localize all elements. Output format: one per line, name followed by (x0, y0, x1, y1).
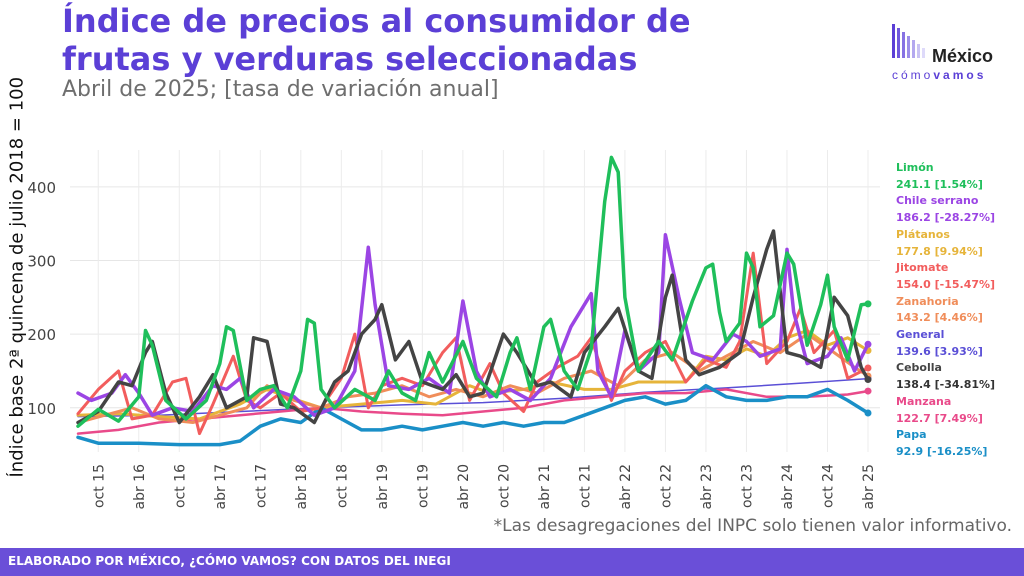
series-end-point (864, 364, 872, 372)
series-end-point (864, 376, 872, 384)
x-tick-label: oct 17 (253, 464, 269, 508)
logo-bars-icon (892, 24, 925, 58)
series-legend: Limón 241.1 [1.54%] Chile serrano 186.2 [-2… (896, 160, 1022, 461)
legend-series-name: Cebolla (896, 361, 942, 375)
y-tick-label: 200 (27, 326, 56, 344)
legend-series-value: 92.9 [-16.25%] (896, 444, 988, 458)
legend-series-value: 139.6 [3.93%] (896, 344, 983, 358)
x-tick-label: oct 22 (658, 464, 674, 508)
legend-series-value: 138.4 [-34.81%] (896, 378, 996, 392)
footer-bar: ELABORADO POR MÉXICO, ¿CÓMO VAMOS? CON D… (0, 548, 1024, 576)
series-line-papa (76, 383, 870, 447)
legend-series-value: 186.2 [-28.27%] (896, 211, 996, 225)
legend-series-name: Jitomate (896, 261, 949, 275)
series-line-zanahoria (76, 332, 870, 424)
legend-series-name: Chile serrano (896, 194, 979, 208)
logo-sub-bold: vamos (933, 68, 987, 82)
logo-sub: cómovamos (892, 68, 986, 82)
legend-series-value: 143.2 [4.46%] (896, 311, 983, 325)
x-tick-label: abr 25 (861, 464, 877, 510)
x-tick-label: oct 16 (172, 464, 188, 508)
series-end-point (864, 387, 872, 395)
legend-series-name: Papa (896, 428, 927, 442)
y-tick-label: 100 (27, 400, 56, 418)
logo-sub-light: cómo (892, 68, 934, 82)
series-line-limón (76, 155, 870, 428)
legend-series-value: 154.0 [-15.47%] (896, 277, 996, 291)
x-tick-label: oct 24 (820, 464, 836, 508)
chart-title: Índice de precios al consumidor de fruta… (62, 2, 691, 78)
x-tick-label: abr 16 (132, 464, 148, 510)
x-tick-label: oct 21 (577, 464, 593, 508)
x-tick-label: oct 19 (415, 464, 431, 508)
mexico-como-vamos-logo: México cómovamos (892, 20, 1012, 82)
x-tick-label: abr 19 (375, 464, 391, 510)
logo-name: México (932, 46, 994, 66)
x-tick-label: abr 22 (618, 464, 634, 510)
x-tick-label: abr 21 (537, 464, 553, 510)
series-end-point (864, 300, 872, 308)
series-end-point (864, 409, 872, 417)
footer-credit: ELABORADO POR MÉXICO, ¿CÓMO VAMOS? CON D… (8, 554, 451, 568)
y-tick-label: 300 (27, 252, 56, 270)
x-tick-label: abr 17 (213, 464, 229, 510)
legend-series-name: General (896, 328, 945, 342)
legend-series-value: 241.1 [1.54%] (896, 177, 983, 191)
series-line-jitomate (76, 251, 870, 436)
y-tick-label: 400 (27, 179, 56, 197)
x-tick-label: oct 23 (739, 464, 755, 508)
series-line-cebolla (76, 229, 870, 425)
series-end-point (864, 340, 872, 348)
x-tick-label: abr 18 (294, 464, 310, 510)
x-tick-label: oct 15 (91, 464, 107, 508)
legend-series-name: Limón (896, 161, 934, 174)
legend-series-name: Plátanos (896, 227, 950, 241)
footnote: *Las desagregaciones del INPC solo tiene… (493, 516, 1012, 536)
legend-series-value: 122.7 [7.49%] (896, 411, 983, 425)
x-tick-label: oct 18 (334, 464, 350, 508)
x-tick-label: oct 20 (496, 464, 512, 508)
x-tick-label: abr 23 (699, 464, 715, 510)
x-tick-label: abr 20 (456, 464, 472, 510)
chart-subtitle: Abril de 2025; [tasa de variación anual] (62, 77, 499, 102)
legend-series-name: Zanahoria (896, 294, 959, 308)
x-tick-label: abr 24 (780, 464, 796, 510)
legend-series-name: Manzana (896, 394, 952, 408)
legend-series-value: 177.8 [9.94%] (896, 244, 983, 258)
